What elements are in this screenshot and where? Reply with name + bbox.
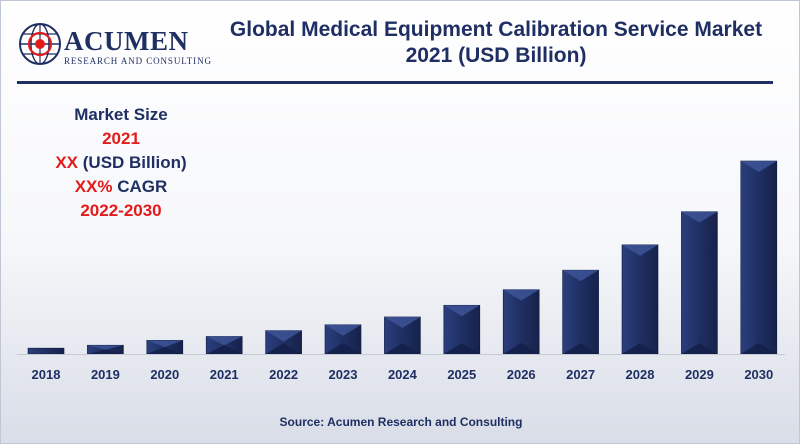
cagr-label: CAGR (112, 177, 168, 196)
bar-bevel-top (503, 289, 540, 301)
bar-bevel-bottom (325, 343, 361, 354)
x-tick-label: 2021 (210, 367, 239, 382)
x-tick-label: 2019 (91, 367, 120, 382)
bar-2021 (205, 336, 243, 355)
bar-2029 (681, 211, 718, 355)
bar-2026 (502, 289, 540, 355)
bar-body (27, 347, 65, 355)
bar-bevel-bottom (265, 343, 302, 354)
bar-bevel-bottom (384, 343, 421, 354)
company-logo: ACUMEN RESEARCH AND CONSULTING (17, 17, 211, 69)
logo-tagline: RESEARCH AND CONSULTING (64, 56, 212, 66)
bar-body (740, 160, 778, 355)
bar-2028 (621, 244, 659, 355)
bar-2023 (324, 324, 362, 355)
x-tick-label: 2027 (566, 367, 595, 382)
x-tick-label: 2022 (269, 367, 298, 382)
market-size-value-line: XX (USD Billion) (21, 151, 221, 175)
forecast-period: 2022-2030 (80, 201, 162, 220)
bar-bevel-bottom (146, 347, 183, 354)
bar-bevel-top (146, 340, 183, 348)
x-tick-label: 2024 (388, 367, 418, 382)
bar-2024 (384, 316, 421, 355)
market-size-year: 2021 (102, 129, 140, 148)
x-tick-label: 2030 (744, 367, 773, 382)
bar-bevel-bottom (562, 343, 599, 354)
bar-bevel-top (206, 336, 243, 346)
x-tick-label: 2025 (447, 367, 476, 382)
bar-bevel-top (325, 324, 361, 336)
bar-body (681, 211, 718, 355)
cagr-value: XX% (74, 177, 113, 196)
bar-bevel-top (384, 316, 421, 328)
x-tick-label: 2018 (32, 367, 61, 382)
cagr-line: XX% CAGR (21, 175, 221, 199)
market-size-label: Market Size (74, 105, 168, 124)
bar-bevel-top (443, 305, 480, 317)
bar-bevel-bottom (503, 343, 540, 354)
x-tick-label: 2023 (329, 367, 358, 382)
globe-icon (19, 23, 61, 65)
source-note: Source: Acumen Research and Consulting (279, 415, 523, 429)
bar-bevel-bottom (87, 349, 124, 354)
chart-title: Global Medical Equipment Calibration Ser… (201, 17, 791, 69)
x-tick-label: 2026 (507, 367, 536, 382)
bar-2020 (146, 340, 184, 355)
bar-bevel-top (740, 161, 777, 172)
x-tick-label: 2020 (150, 367, 179, 382)
bar-bevel-bottom (681, 343, 718, 354)
bar-2019 (87, 344, 124, 355)
bar-2018 (27, 347, 65, 355)
market-size-info: Market Size 2021 XX (USD Billion) XX% CA… (21, 103, 221, 223)
chart-title-line1: Global Medical Equipment Calibration Ser… (229, 18, 763, 41)
bar-body (621, 244, 659, 355)
bar-bevel-bottom (443, 343, 480, 354)
bar-2030 (740, 160, 778, 355)
bar-bevel-bottom (622, 343, 658, 354)
bar-bevel-bottom (740, 343, 777, 354)
bar-body (562, 269, 599, 355)
bar-bevel-top (681, 211, 718, 223)
x-tick-label: 2029 (685, 367, 714, 382)
bar-bevel-top (622, 244, 658, 256)
logo-brand: ACUMEN (64, 26, 189, 56)
market-size-value: XX (55, 153, 79, 172)
title-divider (17, 81, 773, 84)
bar-bevel-top (87, 345, 124, 350)
x-tick-label: 2028 (626, 367, 655, 382)
bar-2022 (265, 330, 302, 355)
chart-title-line2: 2021 (USD Billion) (405, 44, 587, 67)
bar-bevel-top (265, 330, 302, 342)
bar-bevel-bottom (206, 345, 243, 354)
market-size-unit: (USD Billion) (78, 153, 187, 172)
bar-2027 (562, 269, 599, 355)
bar-bevel-top (562, 270, 599, 282)
bar-2025 (443, 304, 481, 355)
